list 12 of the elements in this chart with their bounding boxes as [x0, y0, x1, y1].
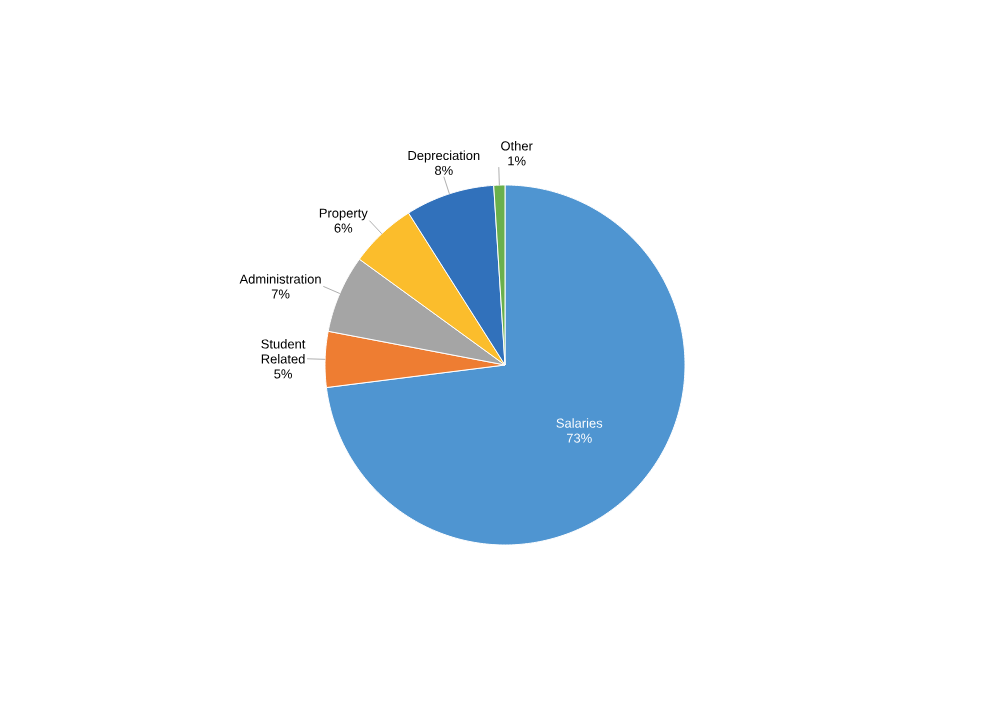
- slice-label: Property: [319, 208, 368, 221]
- data-label: 73%: [566, 433, 592, 443]
- slice-label: Other: [501, 140, 533, 151]
- slice-label: Administration: [239, 274, 321, 284]
- data-label: 5%: [274, 369, 292, 379]
- data-label: 7%: [271, 289, 290, 299]
- slice-label: Salaries: [556, 418, 603, 428]
- data-label: 1%: [508, 156, 526, 166]
- slice-label: Depreciation: [408, 150, 480, 163]
- data-label: 8%: [435, 165, 453, 175]
- slice-label: Student Related: [261, 339, 306, 364]
- data-label: 6%: [334, 223, 353, 233]
